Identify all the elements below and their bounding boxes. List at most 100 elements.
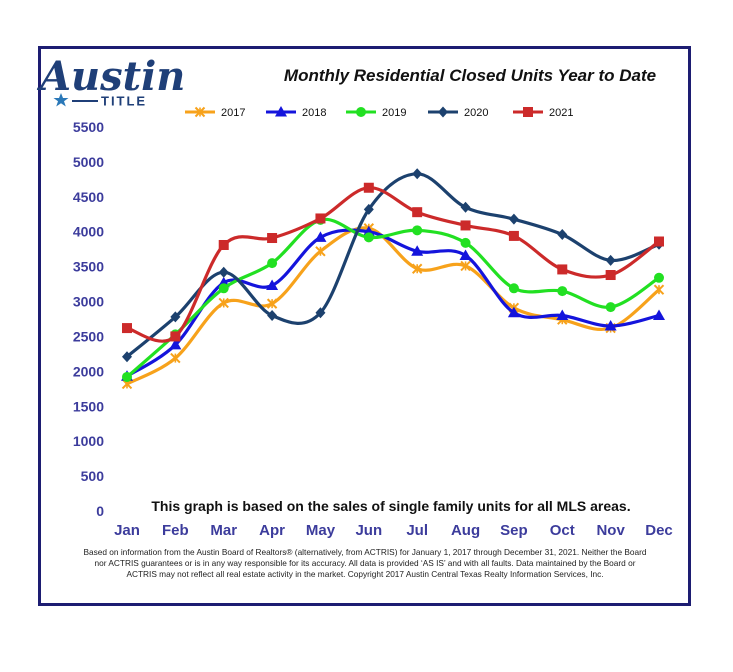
legend-item-2017: 2017 — [185, 106, 245, 119]
disclaimer: Based on information from the Austin Boa… — [83, 547, 646, 579]
legend-label: 2018 — [302, 107, 326, 119]
data-point-2017 — [266, 298, 278, 309]
y-tick-label: 0 — [96, 503, 104, 519]
x-tick-label: Dec — [645, 522, 673, 539]
austin-title-logo: Austin TITLE — [36, 53, 185, 109]
data-point-2018 — [459, 249, 472, 260]
data-point-2020 — [508, 213, 519, 225]
x-tick-label: Apr — [259, 522, 285, 539]
legend-item-2021: 2021 — [513, 107, 573, 119]
logo-sub: TITLE — [101, 94, 147, 109]
data-point-2020 — [412, 168, 423, 180]
legend-item-2018: 2018 — [266, 106, 326, 119]
series-line-2017 — [125, 226, 661, 386]
data-point-2019 — [654, 272, 664, 283]
data-point-2019 — [412, 225, 423, 236]
data-point-2020 — [122, 351, 132, 363]
logo-word: Austin — [36, 53, 185, 100]
x-tick-label: Jan — [114, 522, 140, 539]
data-point-2017 — [315, 246, 326, 257]
data-point-2019 — [267, 258, 278, 269]
data-point-2019 — [122, 371, 132, 382]
legend-marker — [356, 107, 366, 117]
data-point-2021 — [654, 236, 664, 247]
legend-marker — [194, 106, 206, 118]
y-tick-label: 5500 — [73, 119, 104, 135]
data-point-2018 — [556, 309, 569, 321]
data-point-2021 — [412, 207, 423, 218]
legend-label: 2021 — [549, 107, 573, 119]
disclaimer-line: nor ACTRIS guarantees or is in any way r… — [95, 558, 636, 568]
data-point-2021 — [170, 331, 181, 342]
chart-note: This graph is based on the sales of sing… — [151, 498, 630, 514]
legend-item-2020: 2020 — [428, 106, 488, 119]
data-point-2018 — [169, 338, 182, 350]
data-point-2020 — [557, 229, 568, 241]
y-axis-ticks: 5500500045004000350030002500200015001000… — [73, 119, 104, 519]
data-point-2017 — [653, 284, 665, 295]
data-point-2021 — [460, 220, 471, 231]
y-tick-label: 3500 — [73, 259, 104, 275]
data-point-2020 — [267, 310, 278, 322]
legend: 2017 2018 2019 2020 2021 — [185, 106, 573, 119]
x-tick-label: Mar — [210, 522, 237, 539]
chart-title: Monthly Residential Closed Units Year to… — [284, 66, 656, 85]
data-point-2021 — [122, 323, 132, 334]
y-tick-label: 3000 — [73, 294, 104, 310]
y-tick-label: 4000 — [73, 224, 104, 240]
legend-label: 2017 — [221, 107, 245, 119]
x-tick-label: Feb — [162, 522, 189, 539]
legend-marker — [275, 106, 287, 117]
data-point-2020 — [460, 201, 471, 213]
y-tick-label: 500 — [81, 468, 105, 484]
data-point-2019 — [508, 283, 519, 294]
data-point-2021 — [363, 182, 374, 193]
legend-item-2019: 2019 — [346, 107, 406, 119]
legend-marker — [438, 106, 448, 118]
data-point-2019 — [557, 286, 568, 297]
data-point-2018 — [266, 279, 279, 290]
y-tick-label: 1000 — [73, 433, 104, 449]
x-tick-label: May — [306, 522, 336, 539]
y-tick-label: 4500 — [73, 189, 104, 205]
data-point-2021 — [218, 239, 229, 250]
x-tick-label: Oct — [550, 522, 575, 539]
data-point-2020 — [170, 311, 181, 323]
data-point-2017 — [460, 260, 471, 272]
y-tick-label: 2500 — [73, 328, 104, 344]
data-point-2021 — [315, 213, 326, 224]
data-point-2017 — [411, 263, 423, 274]
data-point-2020 — [605, 254, 616, 266]
y-tick-label: 5000 — [73, 154, 104, 170]
data-point-2021 — [508, 230, 519, 241]
legend-label: 2020 — [464, 107, 488, 119]
x-tick-label: Jul — [406, 522, 428, 539]
x-axis-ticks: Jan Feb Mar Apr May Jun Jul Aug Sep Oct Nov Dec — [114, 522, 673, 539]
data-point-2021 — [267, 233, 278, 244]
series-group — [121, 168, 665, 390]
data-point-2020 — [363, 203, 374, 215]
data-point-2019 — [218, 283, 229, 294]
data-point-2020 — [218, 266, 229, 278]
disclaimer-line: ACTRIS may not reflect all real estate a… — [126, 569, 603, 579]
x-tick-label: Aug — [451, 522, 480, 539]
legend-marker — [523, 107, 533, 117]
data-point-2019 — [605, 302, 616, 313]
x-tick-label: Nov — [596, 522, 625, 539]
y-tick-label: 2000 — [73, 363, 104, 379]
x-tick-label: Jun — [355, 522, 382, 539]
data-point-2018 — [411, 245, 424, 256]
data-point-2020 — [315, 307, 326, 319]
data-point-2018 — [653, 309, 665, 321]
data-point-2019 — [363, 232, 374, 243]
data-point-2017 — [170, 352, 181, 364]
series-2021 — [122, 182, 664, 343]
series-line-2020 — [125, 172, 661, 359]
series-2020 — [122, 168, 664, 363]
x-tick-label: Sep — [500, 522, 528, 539]
data-point-2018 — [314, 231, 327, 242]
data-point-2017 — [218, 297, 229, 309]
y-tick-label: 1500 — [73, 398, 104, 414]
disclaimer-line: Based on information from the Austin Boa… — [83, 547, 646, 557]
